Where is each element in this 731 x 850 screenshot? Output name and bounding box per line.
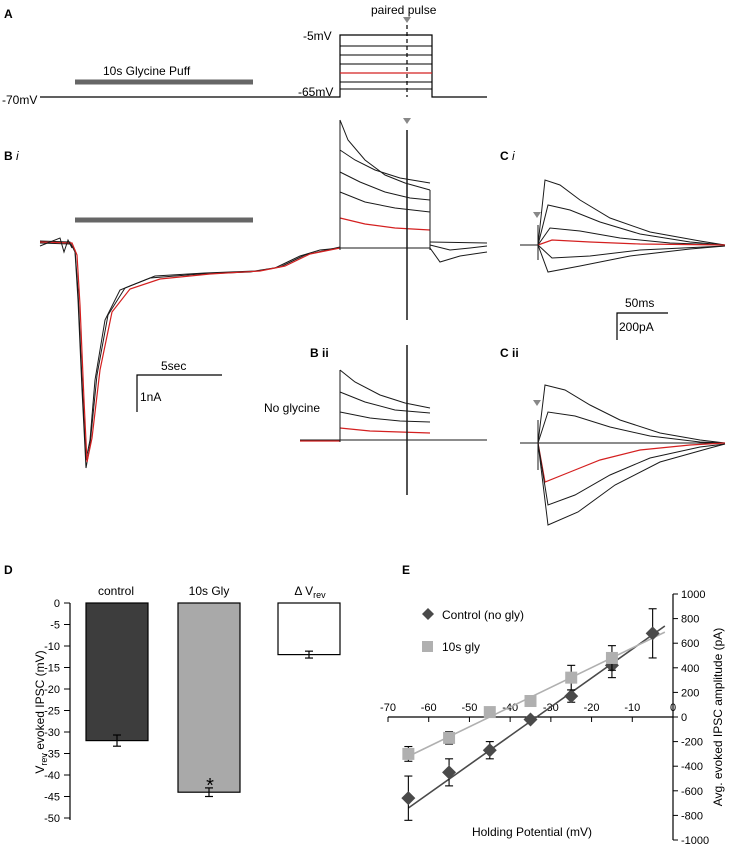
iv-x-label: Holding Potential (mV) (472, 825, 592, 839)
iv-point-gly (565, 671, 578, 684)
bar-y-tick-label: -50 (44, 813, 60, 825)
iv-point-gly (483, 706, 496, 719)
iv-x-tick-label: -20 (584, 702, 600, 714)
bar-y-tick-label: -30 (44, 727, 60, 739)
bar-y-tick-label: -45 (44, 792, 60, 804)
iv-point-gly (605, 651, 618, 664)
iv-x-tick-label: -70 (380, 702, 396, 714)
iv-x-tick-label: -50 (461, 702, 477, 714)
step-bottom-label: -65mV (298, 85, 333, 99)
iv-y-tick-label: -800 (681, 810, 703, 822)
bar-y-tick-label: -10 (44, 641, 60, 653)
iv-y-tick-label: -400 (681, 761, 703, 773)
bar-y-tick-label: -25 (44, 706, 60, 718)
scale-b-amp: 1nA (140, 390, 161, 404)
paired-pulse-label: paired pulse (371, 3, 437, 17)
legend-control: Control (no gly) (442, 608, 524, 622)
iv-y-tick-label: 800 (681, 614, 699, 626)
legend-gly: 10s gly (442, 640, 480, 654)
bar-delta (277, 602, 341, 656)
ipsc-traces-c-i (520, 179, 726, 273)
bar-chart-vrev: 0 -5 -10 -15 -20 -25 -30 -35 -40 -45 -50 Vrev evok… (33, 584, 341, 825)
bar-y-tick-label: -20 (44, 684, 60, 696)
iv-y-tick-label: 1000 (681, 589, 705, 601)
iv-x-tick-label: 0 (670, 702, 676, 714)
panel-d-label: D (4, 563, 13, 577)
bar-chart-y-ticks: 0 -5 -10 -15 -20 -25 -30 -35 -40 -45 -50 (44, 598, 70, 825)
panel-b-label: B i (4, 149, 19, 163)
iv-point-control (523, 712, 538, 727)
voltage-steps (340, 45, 432, 90)
no-glycine-traces (300, 345, 487, 495)
panel-b-ii-label: B ii (310, 346, 329, 360)
iv-point-gly (402, 747, 415, 760)
iv-x-tick-label: -60 (421, 702, 437, 714)
bar-y-tick-label: -35 (44, 749, 60, 761)
bar-y-tick-label: 0 (54, 598, 60, 610)
panel-c-ii-label: C ii (500, 346, 519, 360)
bar-gly (177, 602, 241, 793)
iv-y-tick-label: 0 (681, 712, 687, 724)
scale-bar-c: 50ms 200pA (616, 296, 668, 340)
paired-pulse-arrow-c-icon (533, 212, 541, 218)
iv-y-tick-label: 600 (681, 638, 699, 650)
iv-y-tick-label: -600 (681, 786, 703, 798)
bar-chart-bars (85, 602, 341, 798)
iv-y-ticks: 1000 800 600 400 200 0 -200 -400 -600 -800 -1000 (673, 589, 709, 847)
paired-pulse-arrow-icon (403, 17, 411, 23)
step-top-label: -5mV (303, 29, 332, 43)
iv-y-tick-label: -200 (681, 737, 703, 749)
significance-marker: * (206, 775, 214, 797)
scale-bar-b: 5sec 1nA (136, 359, 222, 412)
iv-series (401, 608, 666, 821)
scale-b-time: 5sec (161, 359, 186, 373)
paired-pulse-arrow-c2-icon (533, 400, 541, 406)
iv-point-control (482, 743, 497, 758)
panel-e-label: E (402, 563, 410, 577)
legend-diamond-icon (422, 608, 434, 620)
iv-fit-line-0 (407, 625, 666, 809)
iv-legend: Control (no gly) 10s gly (422, 608, 524, 654)
voltage-step-outline (40, 34, 487, 98)
iv-point-control (442, 765, 457, 780)
iv-point-control (645, 626, 660, 641)
scale-c-time: 50ms (625, 296, 654, 310)
bar-label-delta: Δ Vrev (294, 584, 326, 600)
iv-point-gly (524, 695, 537, 708)
bar-y-tick-label: -40 (44, 770, 60, 782)
scale-c-amp: 200pA (619, 320, 654, 334)
bar-chart-y-label: Vrev evoked IPSC (mV) (33, 650, 49, 773)
no-glycine-label: No glycine (264, 401, 320, 415)
iv-point-gly (443, 731, 456, 744)
iv-y-tick-label: 400 (681, 663, 699, 675)
panel-a-label: A (4, 7, 13, 21)
paired-pulse-arrow-b-icon (403, 118, 411, 124)
iv-x-tick-label: -10 (624, 702, 640, 714)
legend-square-icon (422, 641, 433, 652)
voltage-step-current-traces (339, 119, 488, 320)
iv-scatter-chart: -70 -60 -50 -40 -30 -20 -10 0 10008006004002000… (380, 589, 725, 847)
holding-potential-label: -70mV (2, 93, 37, 107)
glycine-puff-label: 10s Glycine Puff (103, 64, 191, 78)
bar-label-control: control (98, 584, 134, 598)
bar-y-tick-label: -5 (50, 620, 60, 632)
iv-y-tick-label: 200 (681, 687, 699, 699)
iv-y-label: Avg. evoked IPSC amplitude (pA) (711, 628, 725, 807)
panel-c-label: C i (500, 149, 515, 163)
iv-y-tick-label: -1000 (681, 835, 709, 847)
iv-point-control (564, 689, 579, 704)
iv-point-control (401, 791, 416, 806)
glycine-response-traces (39, 237, 341, 469)
ipsc-traces-c-ii (520, 384, 726, 526)
bar-y-tick-label: -15 (44, 663, 60, 675)
bar-control (85, 602, 149, 742)
bar-label-gly: 10s Gly (189, 584, 230, 598)
